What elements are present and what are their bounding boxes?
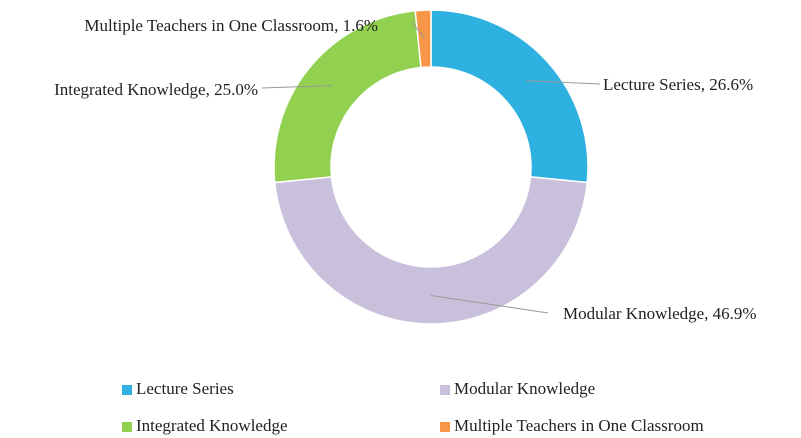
data-label: Modular Knowledge, 46.9%	[563, 304, 757, 323]
leader-line	[411, 21, 425, 39]
data-label: Lecture Series, 26.6%	[603, 75, 753, 94]
legend-swatch	[440, 385, 450, 395]
legend-label: Lecture Series	[136, 379, 234, 398]
data-label: Multiple Teachers in One Classroom, 1.6%	[84, 16, 378, 35]
donut-slice	[414, 9, 432, 69]
legend-swatch	[440, 422, 450, 432]
data-label: Integrated Knowledge, 25.0%	[54, 80, 258, 99]
legend-label: Modular Knowledge	[454, 379, 595, 398]
donut-slice	[273, 176, 589, 325]
legend-swatch	[122, 385, 132, 395]
legend-label: Integrated Knowledge	[136, 416, 288, 435]
legend-label: Multiple Teachers in One Classroom	[454, 416, 704, 435]
leader-line	[430, 295, 549, 314]
leader-line	[261, 85, 332, 89]
leader-line	[526, 80, 601, 85]
donut-slice	[273, 9, 422, 184]
legend-swatch	[122, 422, 132, 432]
donut-slice	[430, 9, 589, 184]
